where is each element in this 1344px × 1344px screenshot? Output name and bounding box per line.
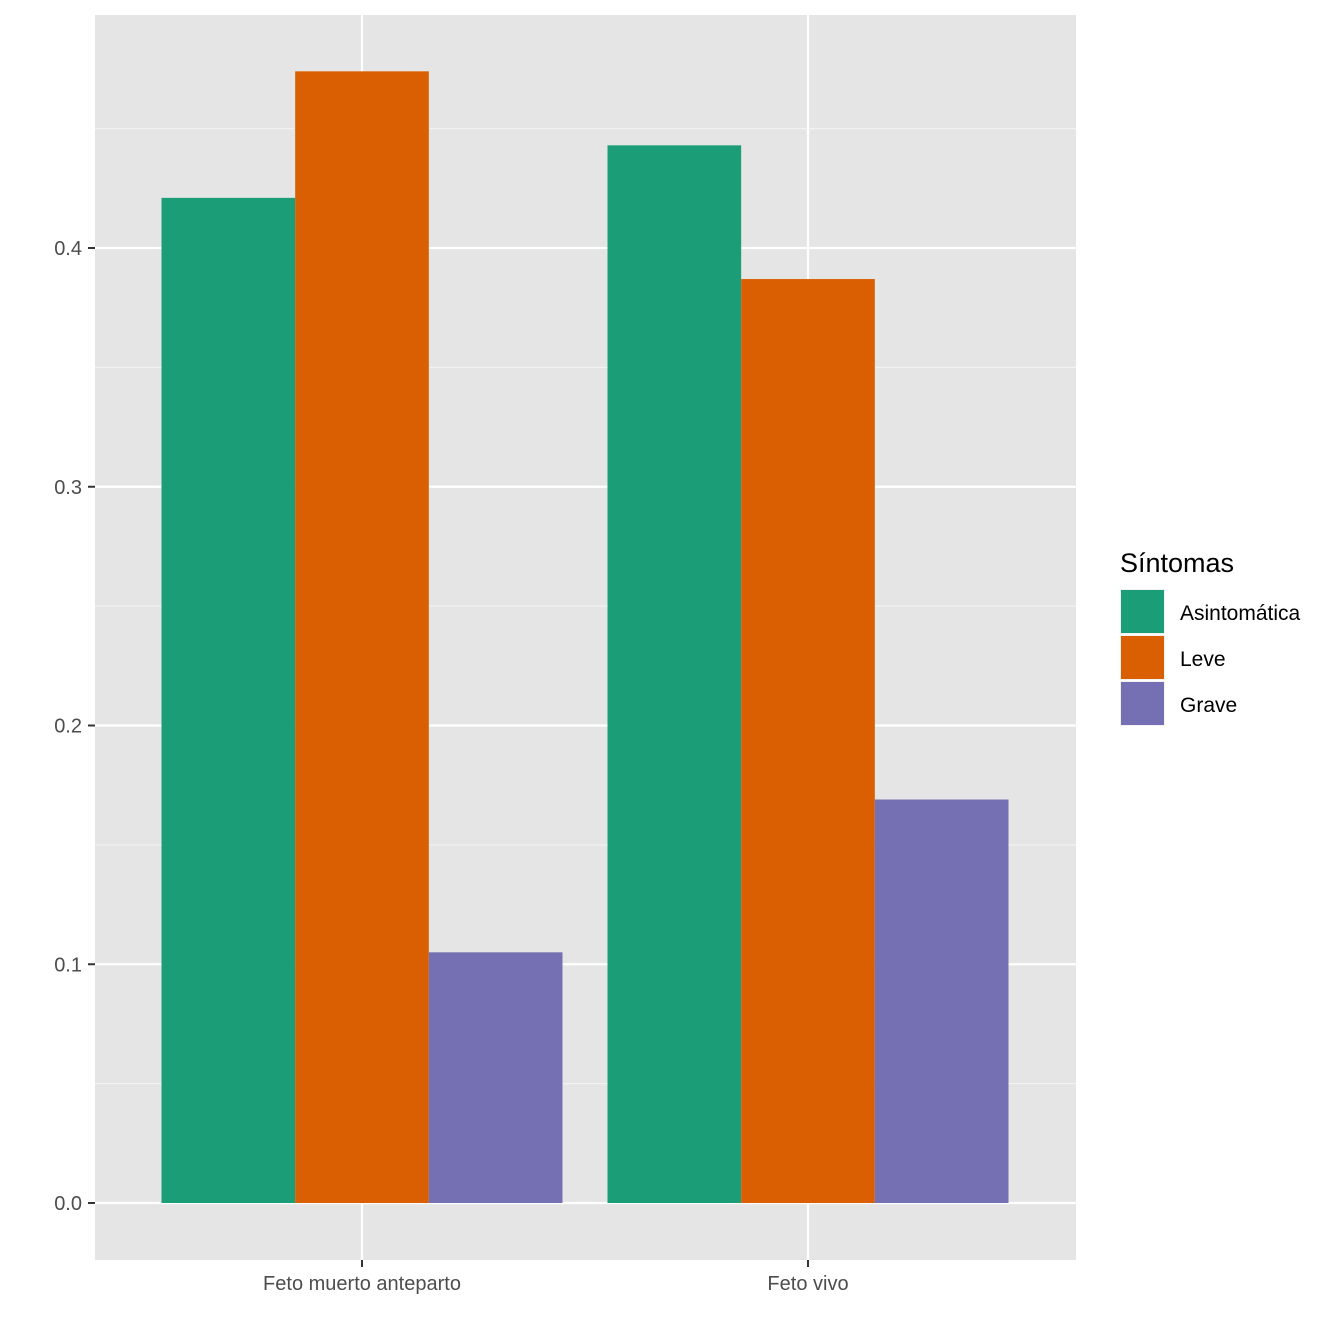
x-axis: Feto muerto anteparto Feto vivo xyxy=(263,1260,849,1295)
legend-label: Grave xyxy=(1180,694,1237,717)
y-tick-label: 0.2 xyxy=(54,716,82,738)
legend-key-swatch xyxy=(1121,682,1164,725)
bar-leve-1 xyxy=(295,71,429,1204)
bar-asintomatica-2 xyxy=(607,145,742,1203)
legend-label: Leve xyxy=(1180,648,1226,671)
bar-grave-2 xyxy=(874,799,1009,1203)
legend-key-swatch xyxy=(1121,590,1164,633)
y-axis: 0.0 0.1 0.2 0.3 0.4 xyxy=(54,238,95,1215)
legend-title: Síntomas xyxy=(1120,548,1234,578)
legend: Síntomas Asintomática Leve Grave xyxy=(1120,548,1301,726)
y-tick-label: 0.3 xyxy=(54,477,82,499)
y-tick-label: 0.1 xyxy=(54,954,82,976)
x-tick-label: Feto muerto anteparto xyxy=(263,1273,461,1295)
bars xyxy=(161,71,1009,1204)
y-tick-label: 0.0 xyxy=(54,1193,82,1215)
bar-grave-1 xyxy=(428,952,563,1203)
y-tick-label: 0.4 xyxy=(54,238,82,260)
bar-leve-2 xyxy=(741,279,875,1204)
legend-label: Asintomática xyxy=(1180,602,1301,625)
x-tick-label: Feto vivo xyxy=(767,1273,848,1295)
legend-key-swatch xyxy=(1121,636,1164,679)
bar-asintomatica-1 xyxy=(161,197,296,1204)
